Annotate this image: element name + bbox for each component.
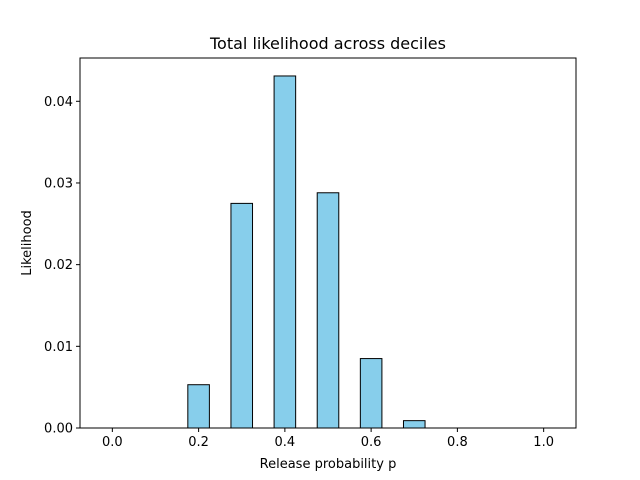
y-axis-ticks: 0.00 0.01 0.02 0.03 0.04: [44, 95, 80, 437]
bar-5: [316, 192, 340, 429]
y-tick-label: 0.04: [44, 95, 73, 110]
bar-2: [187, 384, 210, 429]
y-tick-label: 0.00: [44, 422, 73, 437]
bar-6: [359, 358, 383, 429]
x-tick-label: 0.0: [102, 435, 123, 450]
y-tick-label: 0.02: [44, 258, 73, 273]
x-tick-label: 0.2: [188, 435, 209, 450]
y-axis-label: Likelihood: [20, 210, 35, 276]
chart-title: Total likelihood across deciles: [209, 34, 446, 53]
bar-4: [273, 75, 297, 429]
x-tick-label: 0.8: [447, 435, 468, 450]
bars-group: [187, 75, 426, 429]
y-tick-label: 0.01: [44, 340, 73, 355]
bar-3: [230, 202, 254, 429]
bar-7: [402, 420, 426, 429]
x-tick-label: 0.6: [361, 435, 382, 450]
y-tick-label: 0.03: [44, 176, 73, 191]
x-axis-label: Release probability p: [260, 457, 397, 472]
x-axis-ticks: 0.0 0.2 0.4 0.6 0.8 1.0: [102, 428, 554, 450]
x-tick-label: 0.4: [275, 435, 296, 450]
plot-frame: [79, 57, 577, 429]
x-tick-label: 1.0: [533, 435, 554, 450]
